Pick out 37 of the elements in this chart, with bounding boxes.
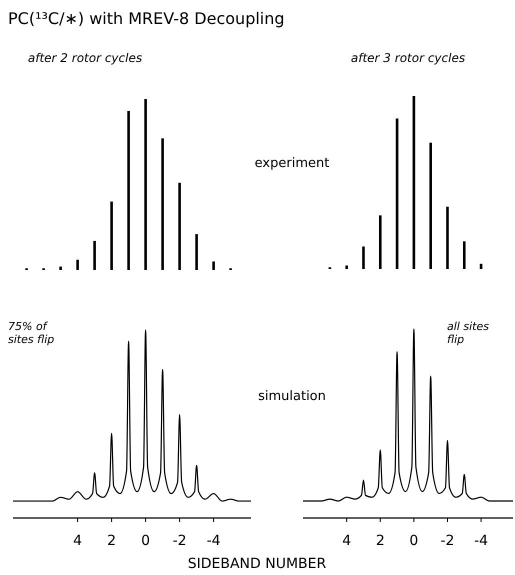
- bar: [178, 182, 181, 270]
- x-tick-label: 2: [107, 533, 116, 549]
- bar: [212, 261, 215, 270]
- x-tick-label: -4: [474, 533, 488, 549]
- bar: [127, 110, 130, 270]
- x-tick-label: -4: [206, 533, 221, 549]
- bar: [76, 260, 79, 270]
- chart-title: PC(¹³C/∗) with MREV-8 Decoupling: [8, 9, 285, 28]
- bar: [362, 246, 365, 269]
- bar: [110, 202, 113, 270]
- bar: [195, 234, 198, 270]
- bar: [93, 240, 96, 270]
- x-tick-label: -2: [440, 533, 454, 549]
- x-tick-label: 0: [141, 533, 150, 549]
- annotation: simulation: [258, 389, 326, 404]
- x-axis-title: SIDEBAND NUMBER: [188, 556, 327, 572]
- x-tick-label: 4: [342, 533, 352, 549]
- x-tick-label: 0: [409, 533, 418, 549]
- bar: [396, 118, 398, 269]
- bar: [462, 241, 466, 269]
- bar: [378, 215, 382, 269]
- bar: [161, 138, 164, 270]
- bar: [59, 266, 62, 270]
- annotation: experiment: [254, 156, 330, 171]
- bar: [429, 142, 432, 269]
- x-tick-label: -2: [172, 533, 187, 549]
- chart-subtitle: after 2 rotor cycles: [28, 51, 142, 65]
- x-tick-label: 4: [73, 533, 82, 549]
- bar: [144, 99, 147, 270]
- x-tick-label: 2: [376, 533, 385, 549]
- bar: [480, 264, 482, 269]
- bar: [345, 266, 348, 269]
- annotation: all sites flip: [447, 320, 490, 346]
- annotation: 75% of sites flip: [8, 320, 54, 346]
- chart-subtitle: after 3 rotor cycles: [350, 51, 466, 65]
- bar: [412, 96, 416, 269]
- bar: [446, 206, 449, 269]
